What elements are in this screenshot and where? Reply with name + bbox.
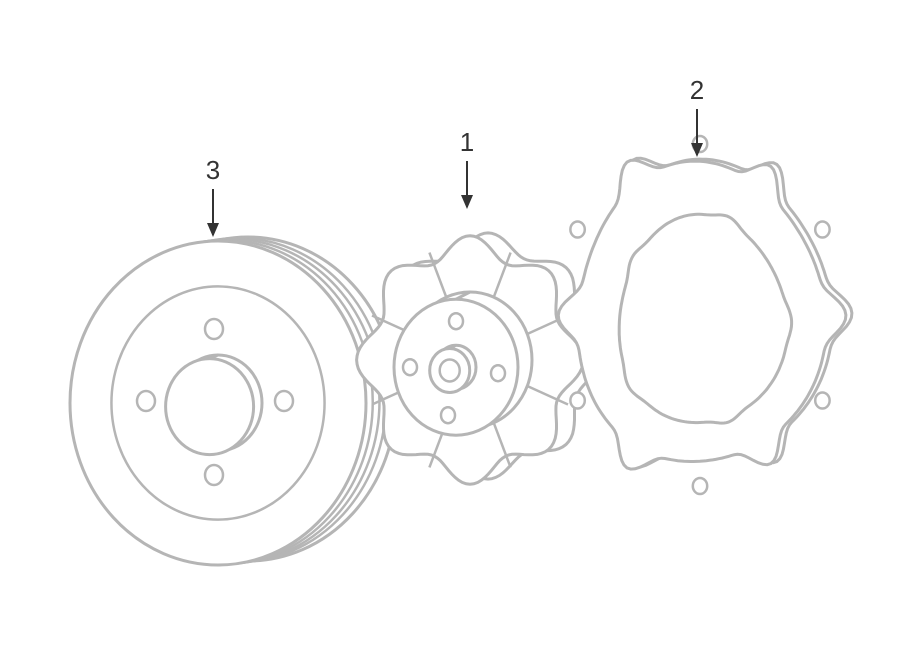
callout-label-2: 2	[690, 75, 704, 105]
water-pump-assembly	[357, 233, 601, 484]
callout-label-3: 3	[206, 155, 220, 185]
callout-3: 3	[206, 155, 220, 235]
callout-1: 1	[460, 127, 474, 207]
water-pump-pulley	[70, 237, 396, 565]
callout-label-1: 1	[460, 127, 474, 157]
parts-diagram: 1 2 3	[0, 0, 900, 661]
water-pump-gasket	[558, 136, 852, 494]
